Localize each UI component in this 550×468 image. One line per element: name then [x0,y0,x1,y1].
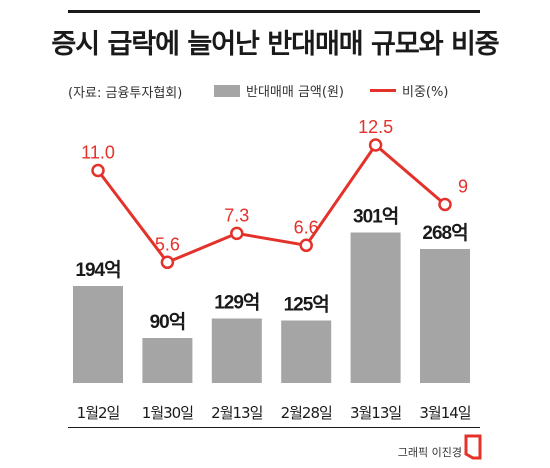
bar [142,338,193,383]
x-tick-label: 2월13일 [211,404,262,422]
publisher-logo-icon [464,434,482,460]
bar [211,318,262,383]
legend: 반대매매 금액(원) 비중(%) [214,81,448,100]
x-tick-label: 2월28일 [281,404,332,422]
line-point [368,138,383,152]
title-rule [68,10,480,13]
line-value-label: 5.6 [155,234,180,254]
bar [73,286,123,383]
line-value-label: 11.0 [81,143,115,163]
line-value-label: 9 [458,177,468,197]
line-point [160,255,175,270]
line-point [299,238,313,253]
bottom-rule [68,427,480,428]
legend-line-swatch [370,89,396,92]
line-value-label: 12.5 [358,117,393,137]
x-tick-label: 3월13일 [350,404,401,422]
bar-value-label: 268억 [422,222,467,244]
bar-value-label: 301억 [353,206,398,228]
line-value-label: 7.3 [224,205,249,225]
bar-value-label: 90억 [150,311,186,333]
legend-bar-label: 반대매매 금액(원) [246,85,344,100]
line-series [96,143,446,264]
bar-value-label: 129억 [214,292,259,314]
bar [420,249,470,383]
line-value-label: 6.6 [294,217,319,237]
line-point [438,197,452,212]
bar-value-label: 194억 [75,259,120,281]
x-tick-label: 1월2일 [77,404,120,422]
line-point [91,163,105,178]
legend-bar-swatch [214,84,240,97]
graphic-credit: 그래픽 이진경 [397,446,462,459]
chart-title: 증시 급락에 늘어난 반대매매 규모와 비중 [51,29,499,60]
source-note: (자료: 금융투자협회) [68,86,183,101]
line-point [230,226,244,241]
bar [281,320,332,383]
legend-line-label: 비중(%) [402,85,449,100]
bar-value-label: 125억 [284,294,329,316]
x-tick-label: 1월30일 [142,404,193,422]
bar [350,232,401,383]
x-tick-label: 3월14일 [419,404,470,422]
